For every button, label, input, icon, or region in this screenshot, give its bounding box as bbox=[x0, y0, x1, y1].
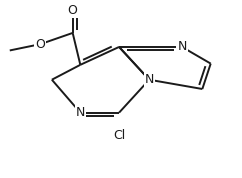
Text: N: N bbox=[177, 40, 187, 53]
Text: O: O bbox=[35, 38, 45, 51]
Text: N: N bbox=[76, 106, 85, 119]
Text: N: N bbox=[144, 73, 154, 86]
Text: Cl: Cl bbox=[113, 129, 125, 142]
Text: O: O bbox=[68, 4, 78, 17]
